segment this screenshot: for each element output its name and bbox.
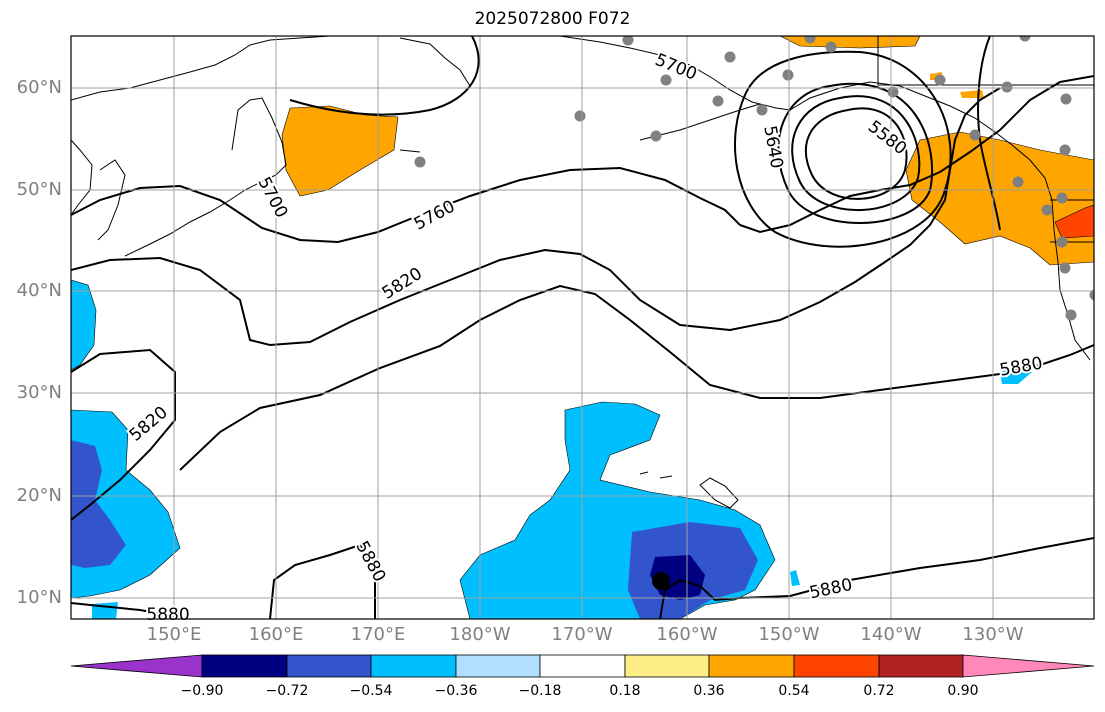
lat-tick-label: 40°N: [16, 280, 62, 301]
negative-anomaly-region: [1000, 366, 1032, 384]
positive-anomaly-region: [905, 131, 1094, 266]
colorbar-tick-label: 0.18: [609, 683, 641, 699]
colorbar-segment: [624, 654, 710, 678]
lon-tick-label: 160°E: [248, 624, 304, 645]
contour-label: 5820: [379, 264, 426, 304]
contour-label: 5760: [411, 197, 459, 235]
storm-center-marker: [652, 572, 670, 590]
contour-label: 5580: [864, 117, 910, 159]
contour-label: 5700: [652, 50, 700, 85]
lon-tick-label: 170°E: [350, 624, 406, 645]
contour-label: 5880: [998, 353, 1044, 380]
lon-tick-label: 130°W: [962, 624, 1024, 645]
colorbar-segment: [962, 654, 1095, 678]
colorbar-segment: [793, 654, 880, 678]
colorbar-tick-label: 0.72: [863, 683, 895, 699]
colorbar-segment: [539, 654, 626, 678]
contour-label: 5820: [126, 403, 172, 446]
colorbar-segment: [708, 654, 795, 678]
contour-label: 5880: [146, 605, 189, 625]
positive-anomaly-region: [779, 36, 921, 49]
colorbar-segment: [455, 654, 541, 678]
stations: [414, 36, 1094, 321]
negative-anomaly-region: [790, 570, 800, 586]
colorbar-tick-label: −0.90: [180, 683, 224, 699]
positive-anomaly-region: [960, 90, 984, 98]
colorbar-tick-label: 0.90: [947, 683, 979, 699]
positive-anomaly-region: [1054, 204, 1094, 239]
lat-tick-label: 60°N: [16, 77, 62, 98]
colorbar-segment: [370, 654, 457, 678]
lat-tick-label: 30°N: [16, 382, 62, 403]
negative-anomaly-region: [92, 602, 118, 619]
colorbar-segment: [70, 654, 203, 678]
colorbar-segment: [201, 654, 288, 678]
colorbar-tick-label: 0.54: [778, 683, 810, 699]
colorbar-tick-label: −0.36: [434, 683, 478, 699]
contour-label: 5880: [808, 575, 854, 604]
map-frame: [70, 35, 1095, 620]
lat-tick-label: 20°N: [16, 485, 62, 506]
contour-label: 5880: [351, 538, 389, 586]
colorbar-segment: [878, 654, 964, 678]
negative-anomaly-region: [71, 279, 97, 371]
contour-label: 5640: [759, 124, 786, 170]
colorbar-tick-label: −0.18: [518, 683, 562, 699]
lat-tick-label: 50°N: [16, 179, 62, 200]
colorbar-tick-label: −0.54: [349, 683, 393, 699]
lon-tick-label: 140°W: [860, 624, 922, 645]
gridlines: [71, 36, 1094, 619]
lon-tick-label: 160°W: [656, 624, 718, 645]
lat-tick-label: 10°N: [16, 587, 62, 608]
positive-anomaly-region: [281, 105, 399, 197]
anomaly-fills: [71, 36, 1094, 619]
lon-tick-label: 150°W: [758, 624, 820, 645]
colorbar-tick-label: 0.36: [693, 683, 725, 699]
colorbar: [70, 654, 1095, 678]
contour-label: 5700: [253, 174, 291, 222]
colorbar-segment: [286, 654, 372, 678]
lon-tick-label: 170°W: [551, 624, 613, 645]
negative-anomaly-region: [71, 440, 126, 568]
chart-title: 2025072800 F072: [474, 9, 631, 29]
colorbar-tick-label: −0.72: [265, 683, 309, 699]
lon-tick-label: 150°E: [146, 624, 202, 645]
lon-tick-label: 180°W: [449, 624, 511, 645]
